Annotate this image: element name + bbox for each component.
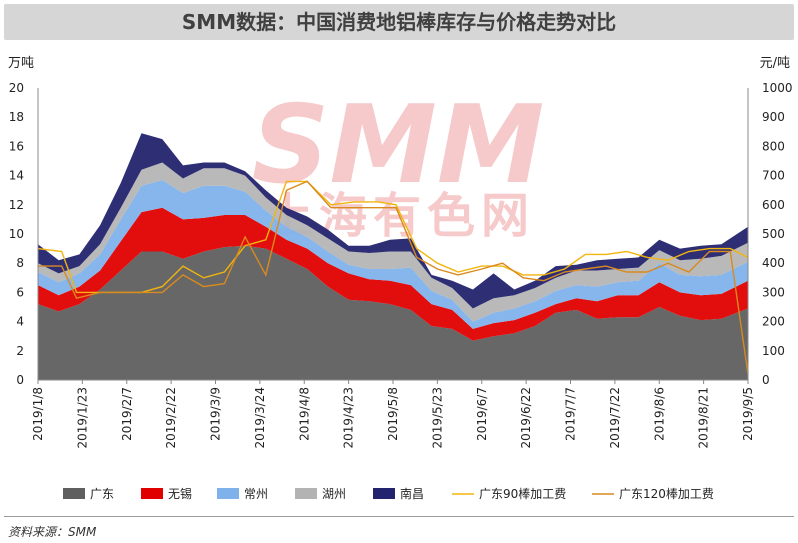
x-tick-label: 2019/6/7 [475, 387, 489, 441]
right-tick-label: 300 [762, 285, 785, 299]
area-series-2 [38, 207, 748, 341]
x-tick-label: 2019/3/9 [209, 387, 223, 441]
x-tick-label: 2019/1/8 [31, 387, 45, 441]
left-tick-label: 10 [9, 227, 24, 241]
left-tick-label: 16 [9, 139, 24, 153]
legend-item: 南昌 [373, 486, 424, 501]
x-tick-label: 2019/4/23 [342, 387, 356, 449]
legend-swatch [63, 488, 85, 499]
left-tick-label: 0 [16, 373, 24, 387]
area-series-1 [38, 245, 748, 380]
x-tick-label: 2019/2/22 [164, 387, 178, 449]
right-tick-label: 100 [762, 344, 785, 358]
line-series-2 [38, 180, 749, 375]
legend-label: 南昌 [400, 486, 424, 501]
x-tick-label: 2019/1/23 [75, 387, 89, 449]
right-tick-label: 800 [762, 139, 785, 153]
right-tick-label: 500 [762, 227, 785, 241]
left-tick-label: 2 [16, 344, 24, 358]
x-tick-label: 2019/7/22 [608, 387, 622, 449]
right-tick-label: 1000 [762, 81, 793, 95]
legend-swatch [217, 488, 239, 499]
x-tick-label: 2019/8/21 [697, 387, 711, 449]
legend-item: 广东120棒加工费 [592, 487, 714, 501]
right-axis-unit: 元/吨 [760, 56, 790, 71]
x-tick-label: 2019/5/23 [430, 387, 444, 449]
legend-item: 无锡 [141, 486, 192, 501]
footer-divider [4, 516, 794, 517]
left-tick-label: 8 [16, 256, 24, 270]
legend-label: 广东90棒加工费 [479, 487, 566, 501]
legend-swatch [373, 488, 395, 499]
left-tick-label: 12 [9, 198, 24, 212]
legend-label: 常州 [244, 487, 268, 501]
left-tick-label: 4 [16, 315, 24, 329]
area-series-3 [38, 180, 748, 329]
right-tick-label: 700 [762, 169, 785, 183]
left-tick-label: 20 [9, 81, 24, 95]
legend-item: 广东 [63, 487, 114, 501]
legend-item: 湖州 [295, 486, 346, 501]
right-tick-label: 0 [762, 373, 770, 387]
legend-label: 广东120棒加工费 [619, 487, 714, 501]
x-tick-label: 2019/5/8 [386, 387, 400, 441]
title-bar: SMM数据：中国消费地铝棒库存与价格走势对比 [4, 4, 794, 40]
x-tick-label: 2019/4/8 [297, 387, 311, 441]
legend-item: 广东90棒加工费 [452, 487, 566, 501]
left-tick-label: 18 [9, 110, 24, 124]
right-tick-label: 400 [762, 256, 785, 270]
legend-swatch [295, 488, 317, 499]
chart-title: SMM数据：中国消费地铝棒库存与价格走势对比 [181, 10, 617, 34]
legend-label: 无锡 [168, 486, 192, 501]
legend-label: 广东 [90, 487, 114, 501]
legend-swatch [141, 488, 163, 499]
right-tick-label: 200 [762, 315, 785, 329]
left-axis-unit: 万吨 [8, 56, 34, 71]
x-tick-label: 2019/2/7 [120, 387, 134, 441]
watermark-logo-text: SMM [252, 83, 545, 208]
source-note: 资料来源：SMM [8, 525, 97, 539]
right-tick-label: 900 [762, 110, 785, 124]
x-tick-label: 2019/3/24 [253, 387, 267, 449]
x-tick-label: 2019/7/7 [564, 387, 578, 441]
area-series-4 [38, 162, 748, 322]
x-tick-label: 2019/9/5 [741, 387, 755, 441]
line-series-1 [37, 180, 749, 294]
legend-label: 湖州 [322, 486, 346, 501]
legend-item: 常州 [217, 487, 268, 501]
x-tick-label: 2019/6/22 [519, 387, 533, 449]
x-tick-label: 2019/8/6 [652, 387, 666, 441]
left-tick-label: 6 [16, 285, 24, 299]
left-tick-label: 14 [9, 169, 24, 183]
right-tick-label: 600 [762, 198, 785, 212]
